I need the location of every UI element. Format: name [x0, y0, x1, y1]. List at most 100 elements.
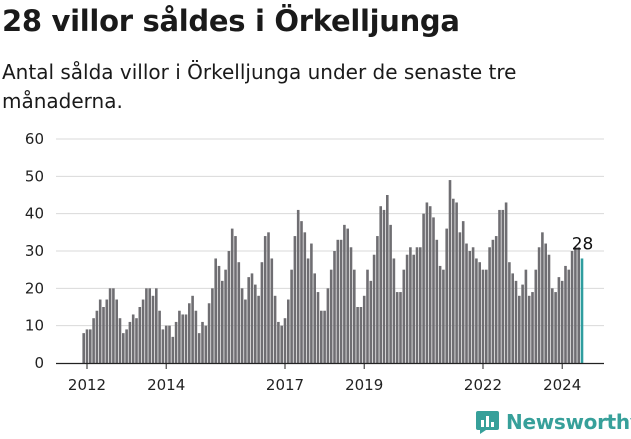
bar — [425, 202, 429, 363]
bar — [508, 262, 511, 363]
bar — [336, 239, 340, 363]
bar — [369, 280, 373, 363]
bar — [494, 236, 498, 363]
bar — [184, 314, 188, 363]
bar — [339, 239, 343, 363]
y-tick-label: 40 — [25, 205, 44, 223]
bar — [551, 288, 554, 363]
bar — [244, 299, 247, 363]
bar — [158, 310, 161, 363]
bar — [138, 307, 142, 363]
bar — [567, 269, 571, 363]
bar — [435, 239, 439, 363]
bar — [131, 314, 135, 363]
bar — [230, 228, 234, 363]
chart-title: 28 villor såldes i Örkelljunga — [2, 4, 460, 38]
bar — [468, 251, 472, 363]
y-tick-label: 0 — [34, 354, 44, 372]
bar — [164, 325, 168, 363]
bar — [376, 236, 379, 363]
bar — [379, 206, 382, 363]
bar — [207, 303, 211, 363]
bar — [112, 288, 115, 363]
bar — [125, 329, 128, 363]
bar — [247, 277, 250, 363]
bar — [290, 269, 293, 363]
bar — [399, 292, 402, 363]
bar — [178, 310, 181, 363]
bar — [145, 288, 148, 363]
brand-name: Newsworthy — [506, 410, 631, 434]
bar — [118, 318, 122, 363]
y-tick-label: 20 — [25, 279, 44, 297]
bar — [217, 265, 221, 363]
bar — [181, 314, 184, 363]
bar — [316, 292, 320, 363]
x-tick-label: 2024 — [543, 376, 581, 394]
bar — [188, 303, 191, 363]
bar — [257, 295, 260, 363]
bar — [353, 269, 356, 363]
bar — [448, 180, 452, 363]
bar — [465, 243, 468, 363]
bar — [108, 288, 112, 363]
bar-latest — [580, 258, 584, 363]
bar — [310, 243, 313, 363]
bar — [481, 269, 485, 363]
bar — [293, 236, 297, 363]
bar — [82, 333, 85, 363]
bar — [221, 280, 224, 363]
bar — [224, 269, 227, 363]
bar — [547, 254, 551, 363]
bar — [161, 329, 165, 363]
x-tick-label: 2014 — [147, 376, 185, 394]
bar — [514, 280, 518, 363]
bar — [544, 243, 547, 363]
bar — [366, 269, 369, 363]
bar — [128, 321, 132, 363]
bar — [122, 333, 125, 363]
bar — [402, 269, 406, 363]
bar — [405, 254, 409, 363]
bar — [478, 262, 481, 363]
bar — [524, 269, 528, 363]
bar — [518, 295, 521, 363]
bar — [386, 195, 389, 363]
bar — [461, 221, 465, 363]
bar — [527, 295, 531, 363]
bar — [234, 236, 237, 363]
bar — [197, 333, 201, 363]
bar — [85, 329, 89, 363]
bar — [283, 318, 287, 363]
bar — [491, 239, 495, 363]
bar — [445, 228, 448, 363]
x-axis: 2012 2014 2017 2019 2022 2024 — [56, 362, 604, 394]
bar — [537, 247, 541, 363]
x-tick-label: 2017 — [266, 376, 304, 394]
bar — [102, 307, 105, 363]
bar — [323, 310, 326, 363]
bar — [442, 269, 445, 363]
bar — [356, 307, 359, 363]
bar — [422, 213, 425, 363]
bar — [250, 273, 254, 363]
bar — [237, 262, 241, 363]
bar — [560, 280, 564, 363]
bar — [135, 318, 138, 363]
bar — [240, 288, 244, 363]
bar — [89, 329, 92, 363]
bar — [254, 284, 257, 363]
y-tick-label: 50 — [25, 167, 44, 185]
y-axis-ticks: 0 10 20 30 40 50 60 — [25, 130, 44, 372]
bar — [577, 247, 580, 363]
bar — [287, 299, 290, 363]
bar — [296, 209, 300, 363]
bar — [263, 236, 267, 363]
bar — [574, 247, 577, 363]
bar — [521, 284, 524, 363]
bars — [82, 180, 584, 363]
x-tick-label: 2019 — [345, 376, 383, 394]
bar — [214, 258, 217, 363]
x-tick-label: 2022 — [464, 376, 502, 394]
bar — [349, 247, 353, 363]
